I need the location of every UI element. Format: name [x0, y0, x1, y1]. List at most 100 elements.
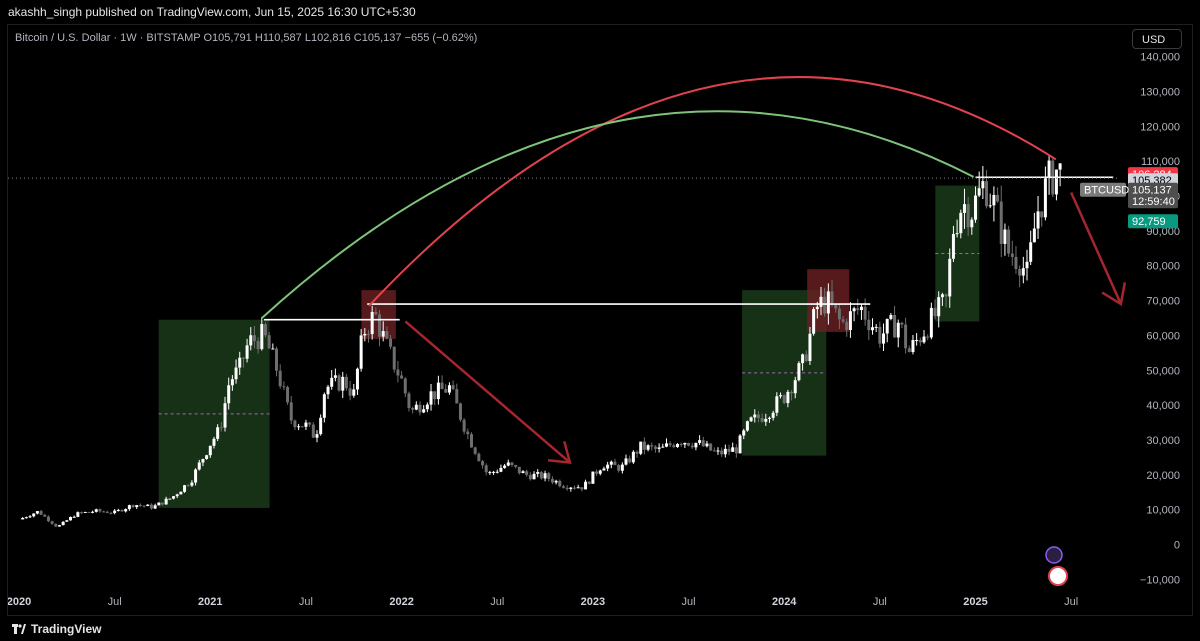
candle-down	[904, 324, 908, 349]
candle-up	[738, 435, 742, 454]
candle-down	[102, 511, 106, 513]
chart-area[interactable]: −10,000 0 10,000 20,000 30,000 40,000 50,000 60…	[7, 24, 1193, 616]
candle-down	[845, 321, 849, 330]
candle-down	[720, 450, 724, 455]
candle-up	[194, 469, 198, 483]
y-tick-label: 10,000	[1146, 505, 1180, 517]
candle-down	[407, 393, 411, 409]
candle-up	[771, 412, 775, 418]
candle-down	[293, 420, 297, 428]
green-arc	[261, 110, 975, 319]
y-tick-label: 120,000	[1140, 121, 1180, 133]
candle-down	[43, 514, 47, 517]
candle-down	[782, 395, 786, 404]
candle-down	[690, 445, 694, 448]
candle-up	[190, 482, 194, 486]
down-arrow-line	[404, 320, 571, 464]
candle-up	[848, 311, 852, 330]
candle-up	[852, 308, 856, 312]
candle-up	[21, 517, 25, 520]
candle-down	[547, 473, 551, 479]
candle-up	[521, 471, 525, 474]
low-label: L	[304, 32, 311, 44]
candle-down	[396, 369, 400, 376]
candle-down	[389, 338, 393, 347]
candle-down	[308, 422, 312, 425]
candle-up	[168, 498, 172, 500]
arrow-head-icon	[1101, 282, 1127, 307]
candle-up	[937, 297, 941, 317]
candle-down	[378, 314, 382, 337]
y-tick-label: 140,000	[1140, 52, 1180, 64]
candle-down	[558, 480, 562, 487]
candle-up	[76, 512, 80, 517]
candle-up	[359, 335, 363, 369]
candle-down	[679, 443, 683, 445]
candle-up	[723, 448, 727, 455]
candle-down	[469, 434, 473, 448]
flag-icon	[1048, 566, 1068, 586]
candle-down	[39, 511, 43, 515]
candle-up	[201, 458, 205, 463]
candle-up	[915, 339, 919, 341]
candle-up	[624, 458, 628, 465]
candle-down	[219, 427, 223, 429]
candle-up	[370, 311, 374, 335]
publish-info: akashh_singh published on TradingView.co…	[0, 0, 1200, 24]
y-tick-label: 110,000	[1141, 156, 1180, 168]
candle-up	[72, 516, 76, 518]
candle-up	[179, 491, 183, 495]
candle-up	[977, 188, 981, 196]
price-chart[interactable]: −10,000 0 10,000 20,000 30,000 40,000 50,000 60…	[8, 25, 1194, 617]
candle-up	[911, 340, 915, 353]
candle-down	[160, 502, 164, 505]
candle-up	[227, 385, 231, 404]
tradingview-brand: TradingView	[31, 621, 102, 636]
candle-down	[517, 466, 521, 474]
candle-up	[425, 404, 429, 410]
candle-up	[646, 445, 650, 450]
y-tick-label: 0	[1174, 540, 1180, 552]
candle-down	[650, 445, 654, 447]
candle-down	[709, 443, 713, 451]
candle-up	[234, 367, 238, 380]
candle-down	[109, 512, 113, 514]
candle-down	[263, 324, 267, 336]
currency-button[interactable]: USD	[1132, 29, 1182, 49]
candle-down	[374, 311, 378, 315]
candle-up	[992, 194, 996, 206]
candle-up	[238, 357, 242, 368]
candle-down	[300, 426, 304, 428]
candle-up	[341, 376, 345, 391]
candle-up	[767, 417, 771, 419]
y-tick-label: 80,000	[1146, 261, 1180, 273]
change-value: −655 (−0.62%)	[404, 32, 478, 44]
candle-down	[50, 521, 54, 524]
close-value: 105,137	[361, 32, 402, 44]
x-tick-label: Jul	[490, 596, 504, 608]
candle-down	[985, 181, 989, 207]
candle-down	[282, 386, 286, 388]
candle-up	[889, 314, 893, 319]
candle-down	[131, 505, 135, 508]
candle-down	[458, 403, 462, 420]
candle-down	[385, 331, 389, 339]
candle-down	[672, 445, 676, 448]
candle-up	[694, 442, 698, 448]
candle-up	[304, 422, 308, 427]
candle-up	[808, 333, 812, 362]
candle-up	[153, 505, 157, 509]
candle-up	[113, 510, 117, 514]
candle-down	[580, 487, 584, 490]
candle-down	[550, 478, 554, 483]
candle-down	[477, 453, 481, 462]
candle-down	[653, 446, 657, 449]
candle-down	[525, 471, 529, 475]
candle-up	[172, 496, 176, 499]
candle-down	[834, 304, 838, 309]
candle-up	[319, 417, 323, 435]
candle-down	[1007, 229, 1011, 254]
candle-up	[716, 450, 720, 452]
candle-down	[561, 486, 565, 488]
candle-up	[212, 438, 216, 446]
